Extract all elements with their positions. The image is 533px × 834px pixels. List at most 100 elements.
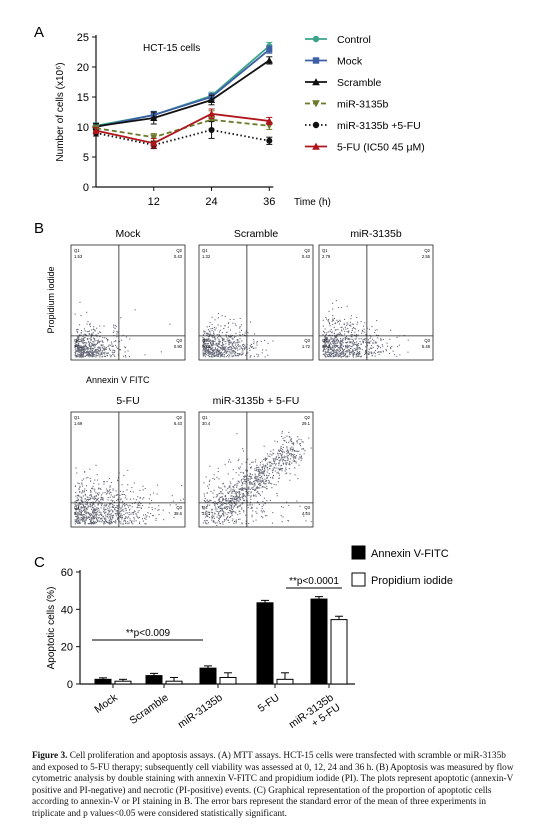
flow-event-dot [232, 348, 234, 350]
flow-event-dot [348, 352, 350, 354]
flow-event-dot [407, 339, 409, 341]
flow-event-dot [262, 463, 264, 465]
flow-event-dot [80, 353, 82, 355]
quadrant-q3-label: Q3 [424, 338, 430, 343]
flow-event-dot [230, 348, 232, 350]
flow-event-dot [106, 521, 108, 523]
flow-event-dot [79, 510, 81, 512]
flow-event-dot [236, 483, 238, 485]
flow-event-dot [100, 499, 102, 501]
flow-event-dot [241, 503, 243, 505]
flow-event-dot [77, 337, 79, 339]
flow-event-dot [336, 335, 338, 337]
flow-event-dot [325, 333, 327, 335]
flow-event-dot [117, 508, 119, 510]
flow-event-dot [108, 508, 110, 510]
flow-event-dot [242, 348, 244, 350]
flow-event-dot [214, 512, 216, 514]
flow-event-dot [362, 331, 364, 333]
flow-event-dot [94, 490, 96, 492]
flow-event-dot [103, 481, 105, 483]
flow-event-dot [91, 522, 93, 524]
flow-event-dot [326, 332, 328, 334]
flow-event-dot [340, 338, 342, 340]
flow-event-dot [259, 471, 261, 473]
flow-event-dot [364, 339, 366, 341]
flow-event-dot [79, 341, 81, 343]
flow-event-dot [227, 512, 229, 514]
flow-event-dot [280, 468, 282, 470]
flow-event-dot [77, 345, 79, 347]
a-legend-label: miR-3135b [337, 99, 389, 111]
flow-event-dot [291, 442, 293, 444]
flow-event-dot [337, 333, 339, 335]
flow-event-dot [110, 502, 112, 504]
panel-c-letter: C [34, 554, 45, 571]
c-y-tick-label: 60 [61, 567, 73, 579]
flow-event-dot [92, 345, 94, 347]
flow-event-dot [337, 350, 339, 352]
flow-event-dot [258, 472, 260, 474]
flow-event-dot [112, 353, 114, 355]
flow-event-dot [216, 493, 218, 495]
flow-event-dot [252, 347, 254, 349]
flow-event-dot [378, 353, 380, 355]
flow-event-dot [351, 338, 353, 340]
flow-event-dot [344, 326, 346, 328]
flow-event-dot [345, 328, 347, 330]
flow-event-dot [204, 347, 206, 349]
flow-event-dot [221, 344, 223, 346]
flow-event-dot [81, 497, 83, 499]
flow-event-dot [102, 352, 104, 354]
flow-event-dot [264, 487, 266, 489]
flow-event-dot [88, 512, 90, 514]
flow-event-dot [276, 467, 278, 469]
flow-event-dot [330, 328, 332, 330]
flow-event-dot [104, 504, 106, 506]
flow-event-dot [281, 450, 283, 452]
flow-event-dot [210, 352, 212, 354]
flow-event-dot [327, 349, 329, 351]
flow-event-dot [96, 355, 98, 357]
flow-event-dot [163, 519, 165, 521]
flow-event-dot [361, 349, 363, 351]
panel-b-flow-cytometry: B Propidium iodide Annexin V FITC MockQ1… [34, 220, 434, 528]
flow-event-dot [340, 352, 342, 354]
flow-event-dot [78, 499, 80, 501]
flow-event-dot [331, 352, 333, 354]
flow-event-dot [359, 348, 361, 350]
flow-event-dot [104, 355, 106, 357]
flow-event-dot [137, 504, 139, 506]
flow-event-dot [218, 493, 220, 495]
flow-event-dot [282, 468, 284, 470]
flow-event-dot [370, 345, 372, 347]
c-bar [114, 680, 132, 685]
flow-event-dot [90, 521, 92, 523]
flow-event-dot [219, 507, 221, 509]
flow-event-dot [220, 337, 222, 339]
flow-event-dot [344, 330, 346, 332]
flow-event-dot [219, 498, 221, 500]
flow-event-dot [131, 520, 133, 522]
flow-event-dot [266, 458, 268, 460]
flow-event-dot [334, 329, 336, 331]
flow-event-dot [352, 339, 354, 341]
flow-event-dot [259, 479, 261, 481]
flow-event-dot [251, 346, 253, 348]
flow-event-dot [266, 474, 268, 476]
flow-event-dot [216, 522, 218, 524]
flow-event-dot [336, 338, 338, 340]
flow-event-dot [96, 515, 98, 517]
flow-event-dot [203, 342, 205, 344]
flow-event-dot [299, 443, 301, 445]
flow-event-dot [213, 352, 215, 354]
flow-event-dot [109, 519, 111, 521]
flow-event-dot [239, 494, 241, 496]
flow-event-dot [101, 503, 103, 505]
flow-event-dot [85, 499, 87, 501]
flow-event-dot [204, 339, 206, 341]
flow-event-dot [296, 500, 298, 502]
flow-event-dot [214, 505, 216, 507]
flow-event-dot [112, 506, 114, 508]
flow-event-dot [205, 342, 207, 344]
